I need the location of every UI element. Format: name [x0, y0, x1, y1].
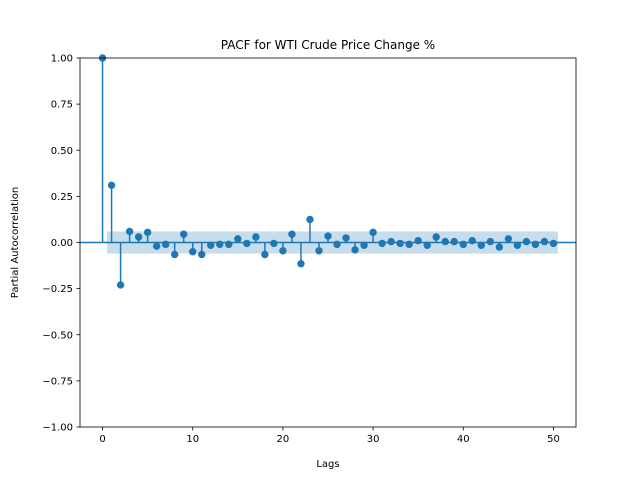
x-tick-label: 30: [367, 434, 380, 445]
data-point: [107, 181, 116, 190]
data-point: [486, 237, 495, 246]
y-tick-label: 0.00: [51, 238, 73, 249]
data-point: [297, 260, 305, 268]
data-point: [180, 230, 188, 238]
y-axis-label: Partial Autocorrelation: [10, 187, 21, 298]
data-point: [152, 242, 161, 250]
data-point: [531, 240, 540, 249]
data-point: [495, 243, 504, 251]
data-point: [360, 241, 368, 249]
y-tick-label: −0.50: [42, 330, 73, 341]
data-point: [423, 241, 431, 249]
y-tick-label: 1.00: [51, 54, 73, 65]
x-tick-label: 50: [547, 434, 560, 445]
chart-title: PACF for WTI Crude Price Change %: [221, 38, 435, 52]
data-point: [170, 250, 179, 259]
data-point: [198, 250, 206, 259]
data-point: [396, 239, 404, 248]
data-point: [468, 236, 476, 245]
y-tick-label: 0.75: [51, 100, 73, 111]
data-point: [369, 228, 377, 237]
data-point: [342, 234, 350, 242]
data-point: [143, 228, 152, 237]
data-point: [288, 230, 296, 238]
data-point: [270, 239, 278, 248]
data-point: [414, 236, 422, 245]
data-point: [450, 237, 458, 246]
data-point: [207, 241, 215, 249]
data-point: [125, 227, 134, 236]
y-tick-label: −1.00: [42, 423, 73, 434]
data-point: [504, 235, 513, 243]
plot-area: [80, 54, 576, 289]
data-point: [306, 215, 314, 224]
data-point: [405, 240, 413, 249]
data-point: [252, 233, 260, 241]
data-point: [261, 250, 269, 259]
data-point: [161, 240, 170, 249]
x-tick-label: 10: [186, 434, 199, 445]
data-point: [459, 240, 467, 249]
data-point: [387, 237, 395, 246]
data-point: [134, 233, 143, 241]
data-point: [378, 239, 386, 248]
data-point: [315, 247, 323, 255]
data-point: [279, 247, 287, 255]
data-point: [540, 237, 549, 246]
data-point: [243, 239, 251, 248]
y-tick-label: −0.75: [42, 376, 73, 387]
data-point: [234, 235, 242, 243]
x-axis-label: Lags: [316, 459, 339, 470]
axis-ticks: 0 10 20 30 40 50 −1.00 −0.75 −0.50 −0.25 0.00 0.25 0…: [42, 54, 559, 446]
x-tick-label: 20: [277, 434, 290, 445]
y-tick-label: −0.25: [42, 284, 73, 295]
data-point: [324, 232, 332, 240]
y-tick-label: 0.25: [51, 192, 73, 203]
data-point: [116, 281, 125, 289]
data-point: [351, 246, 359, 254]
data-point: [216, 240, 224, 249]
data-point: [333, 240, 341, 249]
data-point: [189, 248, 197, 256]
data-point: [441, 237, 449, 246]
data-point: [477, 241, 486, 249]
data-point: [522, 237, 531, 246]
x-tick-label: 40: [457, 434, 470, 445]
data-point: [432, 233, 440, 241]
x-tick-label: 0: [99, 434, 105, 445]
data-point: [225, 240, 233, 249]
data-point: [513, 241, 522, 249]
data-point: [549, 239, 558, 248]
y-tick-label: 0.50: [51, 146, 73, 157]
